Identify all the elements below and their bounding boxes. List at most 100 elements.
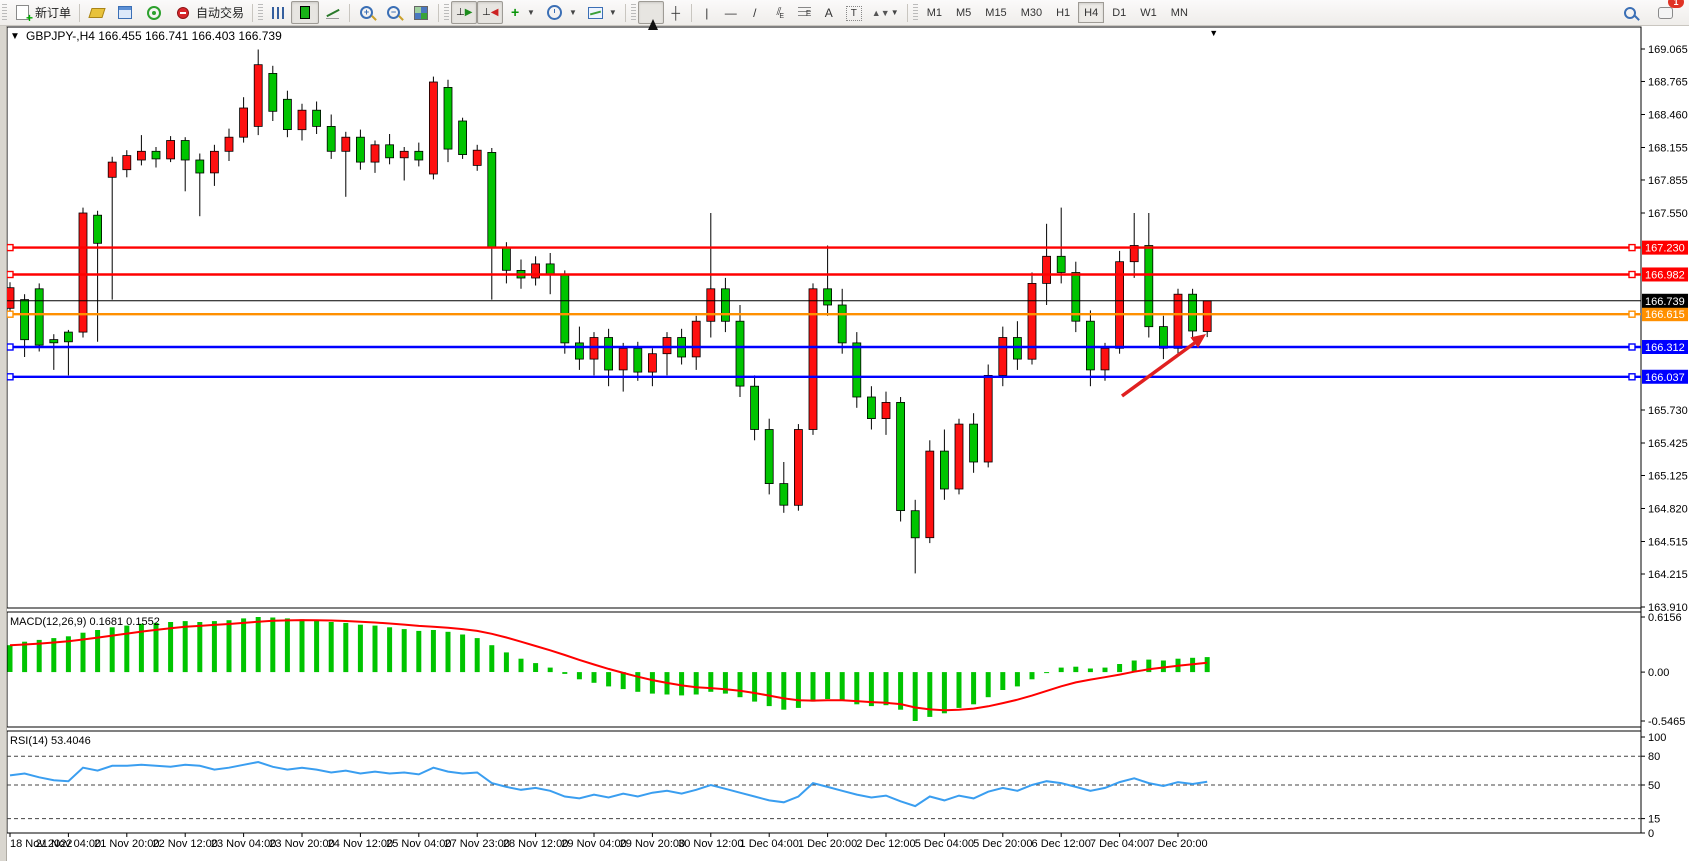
candle: [253, 64, 263, 127]
hline-anchor[interactable]: [1628, 243, 1636, 252]
channel-button[interactable]: ⫽E: [767, 1, 792, 24]
zoom-in-icon: +: [360, 6, 374, 19]
market-watch-button[interactable]: [83, 1, 111, 24]
text-button[interactable]: A: [817, 1, 841, 24]
hline-anchor[interactable]: [1628, 310, 1636, 318]
hline-anchor[interactable]: [6, 310, 14, 318]
candle: [998, 337, 1008, 376]
new-order-button[interactable]: 新订单: [9, 1, 76, 25]
timeframe-m5[interactable]: M5: [956, 6, 972, 19]
macd-bar: [445, 631, 451, 673]
new-order-label: 新订单: [35, 6, 72, 20]
hline-anchor[interactable]: [6, 343, 14, 351]
timeframe-m15[interactable]: M15: [985, 6, 1007, 19]
macd-bar: [1073, 666, 1079, 673]
chart-title: GBPJPY-,H4 166.455 166.741 166.403 166.7…: [26, 29, 282, 43]
timeframe-m1[interactable]: M1: [926, 6, 942, 19]
main-pane[interactable]: [6, 26, 1642, 609]
candle: [5, 287, 15, 309]
macd-bar: [839, 672, 845, 701]
candle: [721, 288, 730, 322]
hline-anchor[interactable]: [6, 270, 14, 279]
fibonacci-button[interactable]: F: [792, 1, 817, 24]
data-window-button[interactable]: [111, 1, 139, 24]
add-indicator-button[interactable]: + ▼: [503, 1, 540, 24]
candle: [458, 120, 468, 155]
vline-button[interactable]: |: [695, 1, 719, 24]
macd-bar: [343, 622, 349, 673]
zoom-in-button[interactable]: +: [353, 1, 380, 24]
search-button[interactable]: [1616, 1, 1644, 24]
template-button[interactable]: ▼: [582, 1, 622, 24]
macd-bar: [518, 658, 524, 673]
macd-bar: [854, 672, 860, 705]
chart-shift-button[interactable]: ⊥▶: [451, 1, 478, 24]
candle: [224, 136, 234, 152]
navigator-button[interactable]: [139, 1, 169, 24]
candle: [896, 401, 905, 511]
chart-dropdown-icon[interactable]: ▼: [10, 31, 20, 42]
hline-anchor[interactable]: [6, 243, 14, 252]
auto-scroll-button[interactable]: ⊥◀: [477, 1, 504, 24]
hline-anchor[interactable]: [1628, 373, 1636, 381]
macd-pane[interactable]: [6, 611, 1642, 728]
bar-chart-button[interactable]: [265, 1, 291, 24]
timeframe-w1[interactable]: W1: [1140, 6, 1157, 19]
candle: [808, 288, 818, 430]
hline-anchor[interactable]: [1628, 343, 1636, 351]
channel-icon: ⫽E: [776, 5, 784, 20]
timeframe-d1[interactable]: D1: [1112, 6, 1127, 19]
timeframe-h1[interactable]: H1: [1056, 6, 1071, 19]
time-label: 24 Nov 12:00: [328, 838, 393, 850]
candle: [385, 144, 395, 159]
trendline-button[interactable]: /: [743, 1, 767, 24]
hline-button[interactable]: —: [719, 1, 743, 24]
zoom-out-icon: −: [387, 6, 401, 19]
time-label: 5 Dec 20:00: [973, 838, 1032, 850]
timeframe-m30[interactable]: M30: [1020, 6, 1043, 19]
crosshair-button[interactable]: ┼: [664, 1, 688, 24]
hline-anchor[interactable]: [6, 373, 14, 381]
cursor-icon: [647, 4, 658, 30]
rsi-pane[interactable]: [6, 730, 1642, 834]
zoom-out-button[interactable]: −: [380, 1, 407, 24]
cursor-button[interactable]: [637, 1, 664, 30]
candle: [428, 81, 438, 175]
macd-bar: [489, 645, 495, 672]
text-label-button[interactable]: T: [841, 1, 867, 24]
candle: [837, 304, 847, 344]
arrows-button[interactable]: ▲▼ ▼: [867, 1, 904, 24]
macd-bar: [1131, 660, 1137, 673]
candle: [545, 263, 555, 276]
macd-bar: [474, 638, 480, 673]
candle: [195, 159, 205, 174]
timeframe-mn[interactable]: MN: [1170, 6, 1188, 19]
tile-windows-button[interactable]: [407, 1, 435, 24]
candle: [355, 136, 365, 163]
candle: [852, 342, 862, 398]
notifications-button[interactable]: 1: [1652, 0, 1684, 24]
macd-bar: [401, 629, 407, 673]
macd-bar: [722, 672, 728, 694]
candle: [282, 98, 292, 131]
macd-bar: [810, 672, 816, 702]
candlestick-chart-button[interactable]: [291, 1, 320, 24]
candle: [93, 214, 102, 244]
candle: [414, 150, 424, 161]
macd-bar: [562, 672, 568, 674]
timeframe-h4[interactable]: H4: [1078, 2, 1105, 23]
candle: [618, 347, 628, 371]
macd-bar: [1014, 672, 1020, 687]
candle: [239, 107, 249, 138]
new-order-icon: [16, 5, 33, 25]
candle: [954, 423, 964, 490]
line-chart-button[interactable]: [319, 1, 346, 24]
hline-anchor[interactable]: [1628, 270, 1636, 279]
period-button[interactable]: ▼: [540, 1, 582, 24]
candle: [1042, 255, 1051, 284]
toolbar-drag-handle[interactable]: [2, 3, 7, 22]
price-tag-label: 166.982: [1645, 269, 1685, 281]
autotrade-button[interactable]: 自动交易: [169, 1, 249, 24]
trend-arrow[interactable]: [1120, 337, 1202, 398]
